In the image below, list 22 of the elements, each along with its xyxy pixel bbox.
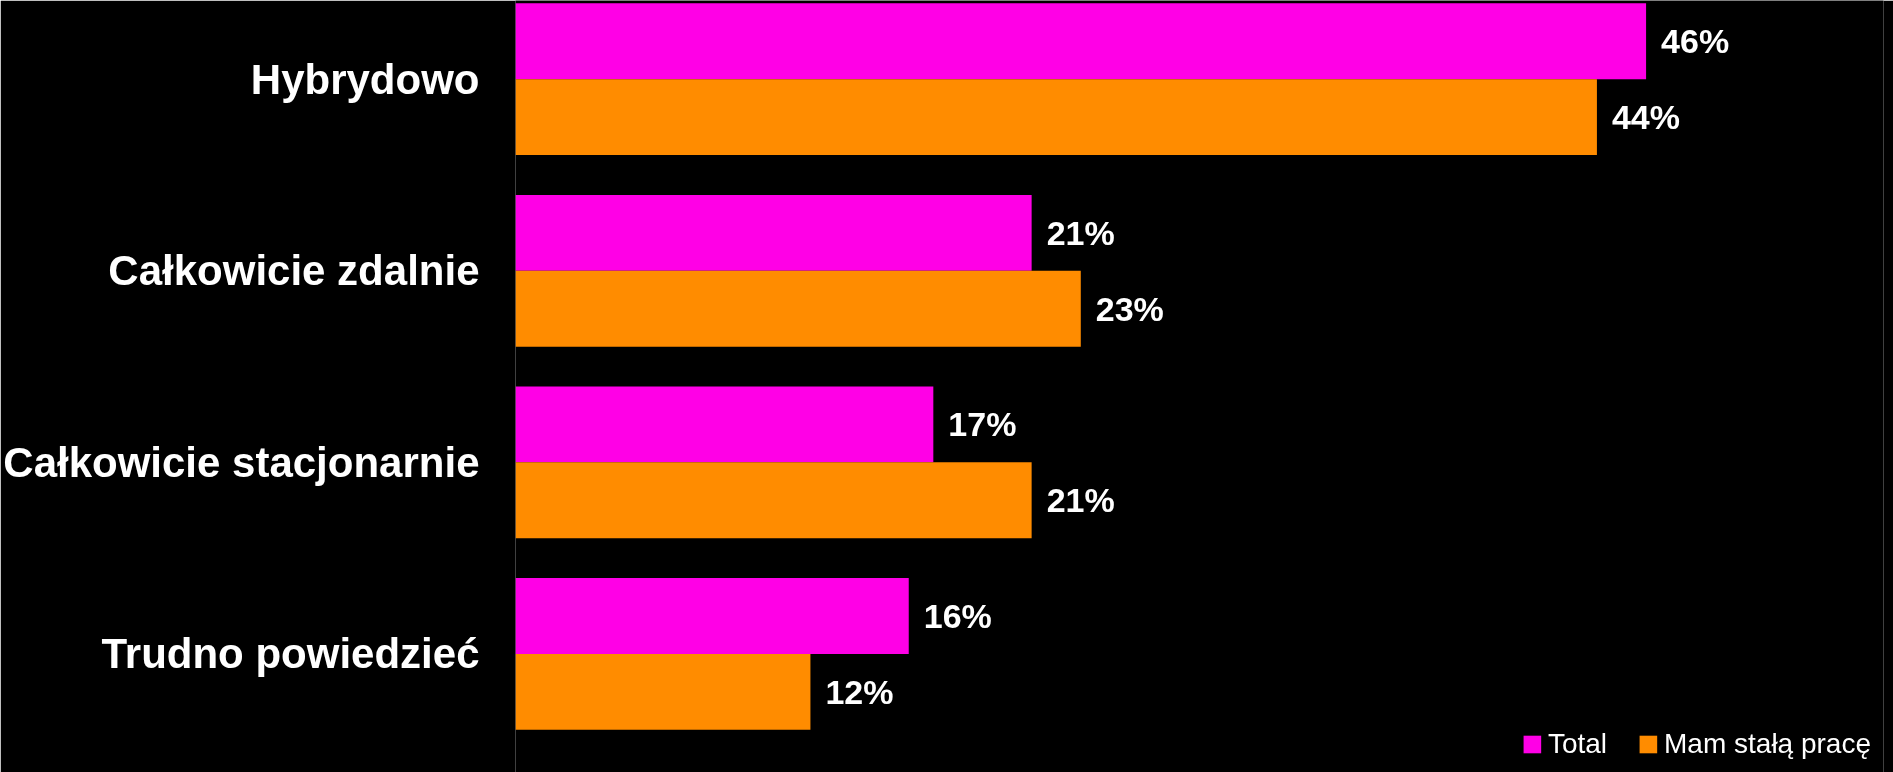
legend-label: Mam stałą pracę: [1664, 728, 1871, 760]
data-label: 46%: [1661, 22, 1730, 61]
y-tick-label: Trudno powiedzieć: [101, 630, 480, 678]
bar: [515, 578, 909, 654]
y-tick-label: Hybrydowo: [250, 55, 480, 103]
data-label: 44%: [1611, 98, 1680, 137]
y-tick-label: Całkowicie zdalnie: [108, 247, 480, 295]
bar: [515, 386, 934, 463]
y-tick-label: Całkowicie stacjonarnie: [3, 438, 480, 486]
data-label: 12%: [825, 672, 894, 711]
data-label: 17%: [948, 405, 1017, 444]
bar: [515, 462, 1032, 539]
data-label: 21%: [1046, 213, 1115, 252]
bar: [515, 3, 1647, 80]
data-label: 16%: [923, 597, 992, 636]
data-label: 21%: [1046, 481, 1115, 520]
bar: [515, 653, 811, 730]
bar: [515, 79, 1597, 156]
legend-label: Total: [1547, 728, 1608, 760]
bar: [515, 194, 1032, 271]
bar: [515, 270, 1081, 347]
data-label: 23%: [1095, 289, 1164, 328]
